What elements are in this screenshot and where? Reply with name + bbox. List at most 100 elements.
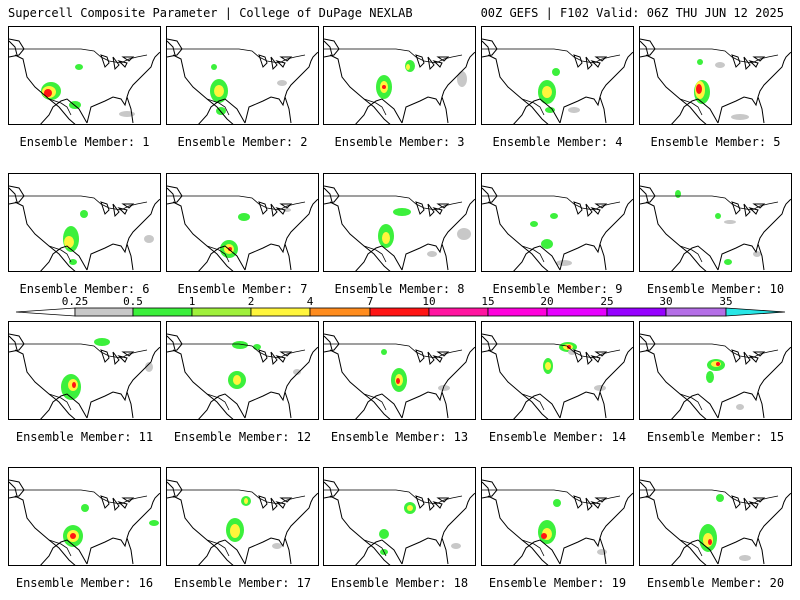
us-map — [9, 333, 160, 419]
colorbar-tick-label: 10 — [422, 295, 435, 308]
map-panel-member-20 — [639, 467, 792, 566]
member-caption: Ensemble Member: 18 — [330, 576, 469, 590]
map-panel-member-4 — [481, 26, 634, 125]
coastline — [482, 185, 633, 271]
us-map — [640, 185, 791, 271]
scp-contour-5 — [457, 228, 471, 240]
us-map — [640, 38, 791, 124]
coastline — [640, 479, 791, 565]
colorbar-tick-label: 35 — [719, 295, 732, 308]
scp-contour-5 — [145, 362, 153, 372]
great-lakes — [100, 201, 135, 218]
country-border — [324, 195, 463, 263]
member-caption: Ensemble Member: 7 — [177, 282, 308, 296]
west-coast — [640, 335, 649, 351]
map-panel-member-19 — [481, 467, 634, 566]
coastline — [324, 479, 475, 565]
scp-contour-5 — [293, 369, 301, 375]
scp-contour-3 — [541, 533, 547, 539]
member-caption: Ensemble Member: 9 — [492, 282, 623, 296]
title-left: Supercell Composite Parameter | College … — [8, 6, 413, 20]
coastline — [324, 185, 475, 271]
great-lakes — [415, 495, 450, 512]
country-border — [167, 195, 306, 263]
country-border — [324, 489, 463, 557]
west-coast — [324, 481, 333, 497]
west-coast — [324, 40, 333, 56]
map-panel-member-7 — [166, 173, 319, 272]
member-caption: Ensemble Member: 3 — [334, 135, 465, 149]
country-border — [482, 343, 621, 411]
scp-contour-6 — [731, 114, 749, 120]
map-panel-member-3 — [323, 26, 476, 125]
scp-contour-3 — [696, 84, 702, 94]
colorbar-segment — [428, 307, 489, 317]
colorbar-segment — [665, 307, 727, 317]
member-caption: Ensemble Member: 13 — [330, 430, 469, 444]
member-caption: Ensemble Member: 1 — [19, 135, 150, 149]
great-lakes — [573, 54, 608, 71]
member-caption: Ensemble Member: 6 — [19, 282, 150, 296]
scp-contour-4 — [244, 498, 248, 504]
west-coast — [640, 481, 649, 497]
us-map — [324, 333, 475, 419]
scp-contour-4 — [427, 251, 437, 257]
scp-contour-1 — [541, 239, 553, 249]
scp-contour-4 — [381, 349, 387, 355]
great-lakes — [258, 54, 293, 71]
country-border — [640, 48, 779, 116]
great-lakes — [731, 495, 766, 512]
colorbar-segment — [546, 307, 608, 317]
us-map — [482, 38, 633, 124]
colorbar-segment — [309, 307, 371, 317]
scp-contour-3 — [72, 382, 76, 388]
map-panel-member-1 — [8, 26, 161, 125]
country-border — [9, 343, 148, 411]
scp-contour-2 — [550, 213, 558, 219]
country-border — [167, 48, 306, 116]
map-panel-member-12 — [166, 321, 319, 420]
west-coast — [167, 40, 176, 56]
us-map — [640, 333, 791, 419]
scp-contour-5 — [715, 62, 725, 68]
scp-contour-7 — [594, 385, 606, 391]
map-panel-member-6 — [8, 173, 161, 272]
west-coast — [167, 481, 176, 497]
us-map — [167, 185, 318, 271]
us-map — [324, 479, 475, 565]
great-lakes — [573, 495, 608, 512]
scp-contour-3 — [530, 221, 538, 227]
coastline — [640, 185, 791, 271]
us-map — [167, 333, 318, 419]
us-map — [482, 185, 633, 271]
west-coast — [167, 187, 176, 203]
colorbar-segment — [74, 307, 134, 317]
great-lakes — [415, 349, 450, 366]
scp-contour-5 — [75, 64, 83, 70]
member-caption: Ensemble Member: 11 — [15, 430, 154, 444]
west-coast — [324, 335, 333, 351]
scp-contour-3 — [228, 247, 232, 251]
title-right: 00Z GEFS | F102 Valid: 06Z THU JUN 12 20… — [480, 6, 784, 20]
scp-contour-5 — [438, 385, 450, 391]
country-border — [9, 48, 148, 116]
west-coast — [324, 187, 333, 203]
map-panel-member-11 — [8, 321, 161, 420]
member-caption: Ensemble Member: 8 — [334, 282, 465, 296]
scp-contour-4 — [716, 494, 724, 502]
west-coast — [482, 335, 491, 351]
coastline — [482, 333, 633, 419]
scp-contour-2 — [715, 213, 721, 219]
map-panel-member-8 — [323, 173, 476, 272]
scp-contour-4 — [253, 344, 261, 350]
map-panel-member-2 — [166, 26, 319, 125]
coastline — [9, 38, 160, 124]
member-caption: Ensemble Member: 15 — [646, 430, 785, 444]
colorbar-segment — [487, 307, 548, 317]
colorbar-left-arrow — [15, 307, 76, 317]
scp-contour-4 — [545, 107, 555, 113]
colorbar-tick-label: 7 — [367, 295, 374, 308]
member-caption: Ensemble Member: 10 — [646, 282, 785, 296]
scp-contour-5 — [597, 549, 607, 555]
colorbar-segment — [132, 307, 193, 317]
